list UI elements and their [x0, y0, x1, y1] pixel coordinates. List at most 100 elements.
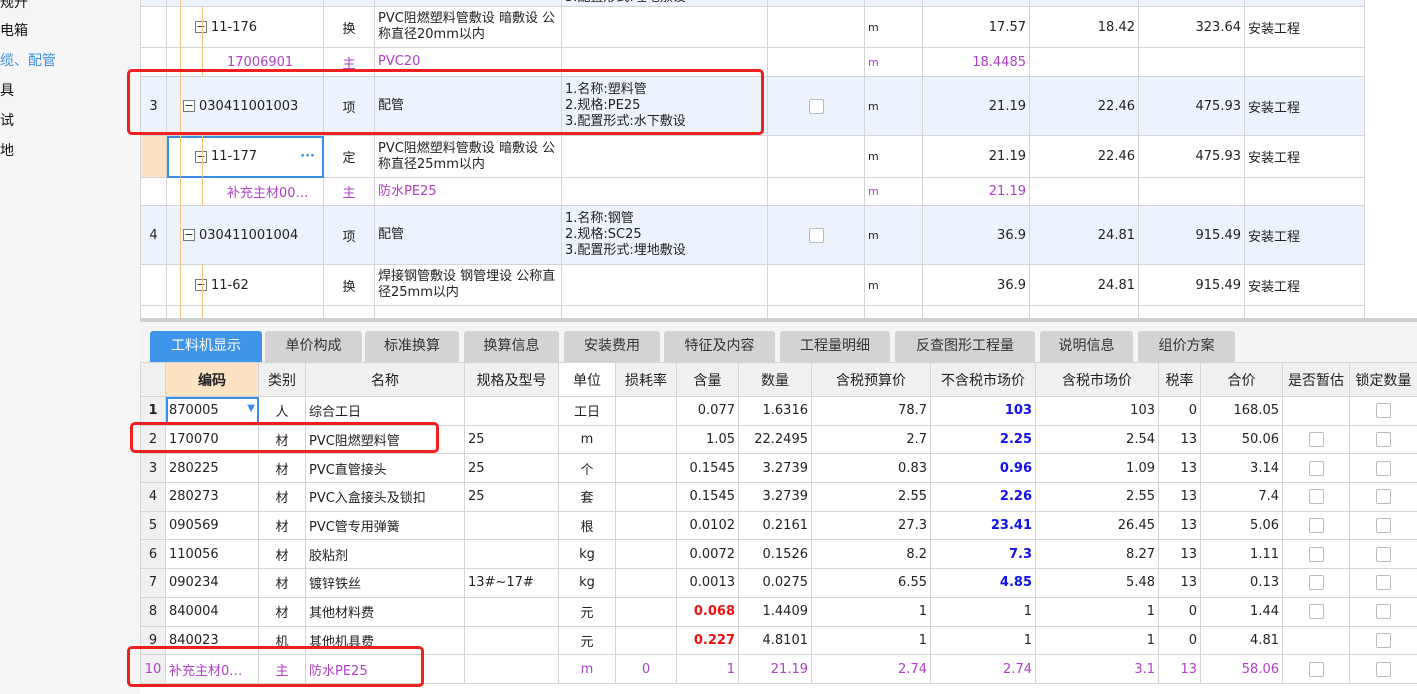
- spec-cell[interactable]: [464, 654, 559, 684]
- market-price-in-tax-cell[interactable]: 2.54: [1035, 424, 1159, 455]
- quantity-cell[interactable]: 36.9: [922, 264, 1030, 306]
- code-cell[interactable]: −11-177 ···: [166, 135, 324, 178]
- lock-quantity-checkbox[interactable]: [1376, 403, 1391, 419]
- market-price-in-tax-cell[interactable]: 1: [1035, 596, 1159, 627]
- sidebar-item[interactable]: 试: [0, 113, 14, 129]
- quantity-cell[interactable]: 21.19: [922, 76, 1030, 136]
- content-cell[interactable]: 0.1545: [676, 482, 739, 512]
- tab-6[interactable]: 工程量明细: [780, 331, 890, 362]
- loss-rate-cell[interactable]: [615, 482, 677, 512]
- spec-cell[interactable]: [464, 396, 559, 426]
- column-header[interactable]: 名称: [305, 362, 465, 397]
- spec-cell[interactable]: 25: [464, 424, 559, 455]
- market-price-ex-tax-cell[interactable]: 0.96: [930, 453, 1036, 484]
- bill-row[interactable]: −11-177 ··· 定 PVC阻燃塑料管敷设 暗敷设 公称直径25mm以内 m 21.…: [140, 135, 1365, 178]
- lock-quantity-checkbox[interactable]: [1376, 518, 1391, 534]
- name-cell[interactable]: 配管: [374, 205, 562, 265]
- bill-row[interactable]: 3−030411001003 项配管 1.名称:塑料管 2.规格:PE25 3.配置…: [140, 76, 1365, 136]
- dropdown-arrow-icon[interactable]: ▼: [247, 403, 255, 415]
- tax-rate-cell[interactable]: 13: [1158, 568, 1201, 598]
- collapse-icon[interactable]: −: [183, 99, 195, 112]
- column-header[interactable]: 不含税市场价: [930, 362, 1036, 397]
- market-price-ex-tax-cell[interactable]: 23.41: [930, 510, 1036, 541]
- name-cell[interactable]: PVC管专用弹簧: [305, 510, 465, 541]
- market-price-ex-tax-cell[interactable]: 103: [930, 396, 1036, 426]
- feature-cell[interactable]: [561, 177, 768, 206]
- feature-cell[interactable]: [561, 47, 768, 77]
- tab-0[interactable]: 工料机显示: [150, 331, 262, 362]
- loss-rate-cell[interactable]: [615, 510, 677, 541]
- loss-rate-cell[interactable]: [615, 568, 677, 598]
- lock-quantity-checkbox[interactable]: [1376, 460, 1391, 476]
- content-cell[interactable]: 1: [676, 654, 739, 684]
- code-cell[interactable]: −11-62: [166, 264, 324, 306]
- splitter[interactable]: [140, 318, 1417, 322]
- code-cell[interactable]: 280225: [165, 453, 259, 484]
- market-price-in-tax-cell[interactable]: 1.09: [1035, 453, 1159, 484]
- collapse-icon[interactable]: −: [195, 278, 207, 291]
- content-cell[interactable]: 0.1545: [676, 453, 739, 484]
- quantity-cell[interactable]: 21.19: [922, 135, 1030, 178]
- code-cell[interactable]: 280273: [165, 482, 259, 512]
- code-cell[interactable]: 090234: [165, 568, 259, 598]
- estimate-checkbox[interactable]: [1308, 604, 1324, 620]
- column-header[interactable]: 税率: [1158, 362, 1201, 397]
- code-cell[interactable]: 补充主材0…: [165, 654, 259, 684]
- column-header[interactable]: 含税预算价: [811, 362, 931, 397]
- tax-rate-cell[interactable]: 13: [1158, 654, 1201, 684]
- estimate-checkbox[interactable]: [1308, 432, 1324, 448]
- name-cell[interactable]: 综合工日: [305, 396, 465, 426]
- tax-rate-cell[interactable]: 13: [1158, 482, 1201, 512]
- sidebar-item[interactable]: 规升: [0, 0, 28, 11]
- bill-row[interactable]: 主: [140, 305, 1365, 318]
- feature-cell[interactable]: [561, 6, 768, 48]
- feature-cell[interactable]: [561, 264, 768, 306]
- content-cell[interactable]: 1.05: [676, 424, 739, 455]
- market-price-in-tax-cell[interactable]: 3.1: [1035, 654, 1159, 684]
- code-cell[interactable]: 840023: [165, 625, 259, 656]
- code-cell[interactable]: −11-176: [166, 6, 324, 48]
- lock-quantity-checkbox[interactable]: [1376, 546, 1391, 562]
- feature-cell[interactable]: 1.名称:塑料管 2.规格:PE25 3.配置形式:水下敷设: [561, 76, 768, 136]
- tab-2[interactable]: 标准换算: [365, 331, 459, 362]
- spec-cell[interactable]: 13#~17#: [464, 568, 559, 598]
- lock-quantity-checkbox[interactable]: [1376, 661, 1391, 677]
- tab-1[interactable]: 单价构成: [265, 331, 362, 362]
- market-price-in-tax-cell[interactable]: 103: [1035, 396, 1159, 426]
- bill-row[interactable]: 17006901 主 PVC20 m 18.4485: [140, 47, 1365, 77]
- loss-rate-cell[interactable]: [615, 453, 677, 484]
- collapse-icon[interactable]: −: [195, 20, 207, 33]
- tax-rate-cell[interactable]: 13: [1158, 424, 1201, 455]
- tab-4[interactable]: 安装费用: [564, 331, 660, 362]
- lock-quantity-checkbox[interactable]: [1376, 489, 1391, 505]
- tab-8[interactable]: 说明信息: [1040, 331, 1133, 362]
- resource-row[interactable]: 4 280273 材 PVC入盒接头及锁扣 25 套 0.1545 3.2739 2.55 2.2…: [140, 482, 1417, 512]
- column-header[interactable]: 数量: [738, 362, 812, 397]
- spec-cell[interactable]: 25: [464, 453, 559, 484]
- spec-cell[interactable]: 25: [464, 482, 559, 512]
- tax-rate-cell[interactable]: 13: [1158, 453, 1201, 484]
- name-cell[interactable]: 焊接钢管敷设 钢管埋设 公称直径25mm以内: [374, 264, 562, 306]
- resource-row[interactable]: 1 870005 ▼ 人综合工日 工日 0.077 1.6316 78.7 103 103 0 168…: [140, 396, 1417, 426]
- tax-rate-cell[interactable]: 0: [1158, 396, 1201, 426]
- market-price-ex-tax-cell[interactable]: 2.25: [930, 424, 1036, 455]
- tax-rate-cell[interactable]: 0: [1158, 596, 1201, 627]
- spec-cell[interactable]: [464, 510, 559, 541]
- resource-row[interactable]: 10 补充主材0… 主防水PE25 m 0 1 21.19 2.74 2.74 3.1 13 58.0…: [140, 654, 1417, 684]
- bill-row[interactable]: 3.配置形式:埋地敷设: [140, 0, 1365, 7]
- column-header[interactable]: 含量: [676, 362, 739, 397]
- tab-7[interactable]: 反查图形工程量: [895, 331, 1035, 362]
- resource-row[interactable]: 8 840004 材其他材料费元 0.068 1.4409 1 1 1 0 1.44: [140, 596, 1417, 627]
- market-price-ex-tax-cell[interactable]: 1: [930, 625, 1036, 656]
- name-cell[interactable]: 胶粘剂: [305, 539, 465, 570]
- name-cell[interactable]: PVC20: [374, 47, 562, 77]
- estimate-checkbox[interactable]: [1308, 546, 1324, 562]
- tax-rate-cell[interactable]: 0: [1158, 625, 1201, 656]
- feature-cell[interactable]: [561, 135, 768, 178]
- lock-quantity-checkbox[interactable]: [1376, 432, 1391, 448]
- column-header[interactable]: [140, 362, 166, 397]
- tab-9[interactable]: 组价方案: [1138, 331, 1235, 362]
- quantity-cell[interactable]: 17.57: [922, 6, 1030, 48]
- column-header[interactable]: 合价: [1200, 362, 1283, 397]
- loss-rate-cell[interactable]: [615, 539, 677, 570]
